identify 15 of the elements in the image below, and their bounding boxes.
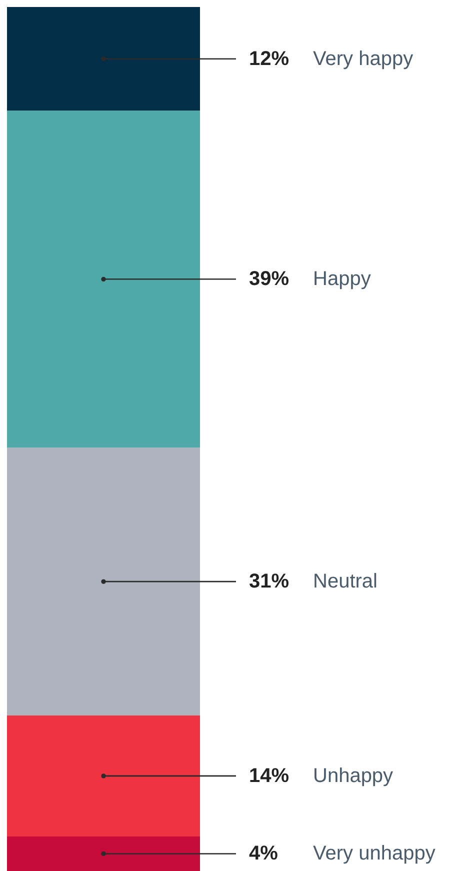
bar <box>7 110 200 448</box>
text: Very happy <box>313 48 414 70</box>
bar <box>7 836 200 871</box>
data-label: 39% <box>249 268 290 290</box>
bar <box>7 448 200 716</box>
text: Neutral <box>313 570 378 593</box>
text: Unhappy <box>313 764 394 787</box>
text: Very unhappy <box>313 842 436 865</box>
text: Happy <box>313 268 371 290</box>
data-label: 14% <box>249 764 290 787</box>
bar <box>7 715 200 836</box>
data-label: 4% <box>249 842 278 865</box>
data-label: 31% <box>249 570 290 593</box>
data-label: 12% <box>249 48 290 70</box>
bar <box>7 7 200 111</box>
